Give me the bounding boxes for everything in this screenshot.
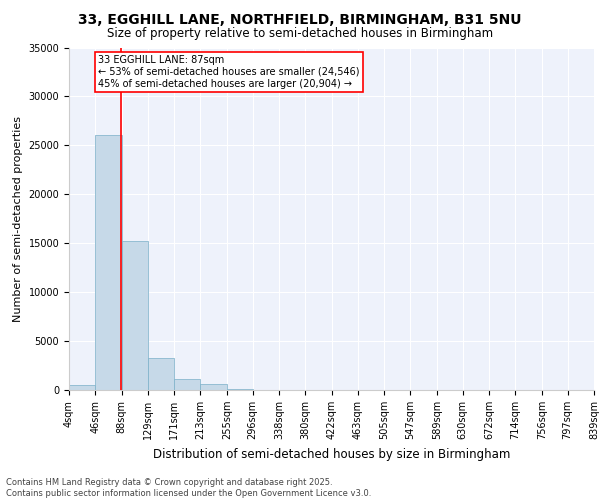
X-axis label: Distribution of semi-detached houses by size in Birmingham: Distribution of semi-detached houses by … xyxy=(153,448,510,460)
Text: Contains HM Land Registry data © Crown copyright and database right 2025.
Contai: Contains HM Land Registry data © Crown c… xyxy=(6,478,371,498)
Bar xyxy=(148,358,174,390)
Bar xyxy=(174,378,200,390)
Bar xyxy=(95,134,122,390)
Bar xyxy=(69,385,95,390)
Y-axis label: Number of semi-detached properties: Number of semi-detached properties xyxy=(13,116,23,322)
Text: Size of property relative to semi-detached houses in Birmingham: Size of property relative to semi-detach… xyxy=(107,28,493,40)
Bar xyxy=(227,389,253,390)
Bar xyxy=(200,384,227,390)
Text: 33 EGGHILL LANE: 87sqm
← 53% of semi-detached houses are smaller (24,546)
45% of: 33 EGGHILL LANE: 87sqm ← 53% of semi-det… xyxy=(98,56,359,88)
Bar xyxy=(122,242,148,390)
Text: 33, EGGHILL LANE, NORTHFIELD, BIRMINGHAM, B31 5NU: 33, EGGHILL LANE, NORTHFIELD, BIRMINGHAM… xyxy=(78,12,522,26)
